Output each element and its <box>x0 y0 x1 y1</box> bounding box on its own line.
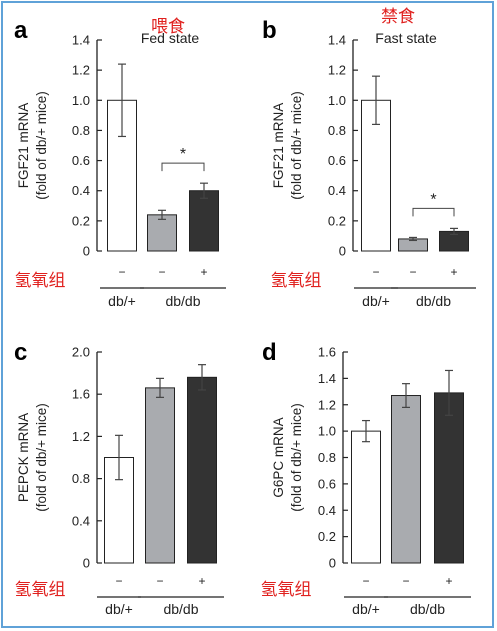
y-tick-label-b: 0.8 <box>328 123 346 138</box>
bar-dbplus-minus-d <box>351 430 381 564</box>
treatment-sign-b: − <box>372 265 379 279</box>
y-axis-label-c: PEPCK mRNA <box>16 413 31 502</box>
significance-star-a: * <box>180 146 186 163</box>
y-tick-label-d: 0.6 <box>318 476 336 491</box>
y-axis-label-b: FGF21 mRNA <box>271 103 286 189</box>
panel-letter-a: a <box>14 17 28 44</box>
y-tick-label-c: 1.6 <box>72 387 90 402</box>
y-tick-label-a: 0.6 <box>72 153 90 168</box>
y-tick-label-a: 1.4 <box>72 33 90 48</box>
y-tick-label-b: 1.2 <box>328 63 346 78</box>
treatment-label-cn-b: 氢氧组 <box>271 271 322 290</box>
group-label-a: db/+ <box>108 293 136 309</box>
y-axis-label-c: (fold of db/+ mice) <box>34 403 49 511</box>
group-label-d: db/+ <box>352 601 380 617</box>
y-axis-label-b: (fold of db/+ mice) <box>289 91 304 199</box>
y-tick-label-c: 0.8 <box>72 471 90 486</box>
treatment-sign-a: − <box>118 265 125 279</box>
y-tick-label-b: 1.4 <box>328 33 346 48</box>
y-axis-label-d: (fold of db/+ mice) <box>289 403 304 511</box>
treatment-sign-d: + <box>445 574 452 588</box>
y-tick-label-b: 0.6 <box>328 153 346 168</box>
group-label-c: db/db <box>163 601 198 617</box>
y-tick-label-c: 0.4 <box>72 513 90 528</box>
fast-annotation-cn: 禁食 <box>381 7 415 26</box>
group-label-d: db/db <box>410 601 445 617</box>
fed-annotation-cn: 喂食 <box>151 17 185 36</box>
panel-letter-c: c <box>14 339 27 366</box>
y-tick-label-a: 0 <box>83 244 90 259</box>
y-tick-label-c: 1.2 <box>72 429 90 444</box>
y-tick-label-d: 1.2 <box>318 397 336 412</box>
y-tick-label-d: 1.6 <box>318 345 336 360</box>
y-tick-label-a: 0.4 <box>72 183 90 198</box>
treatment-sign-d: − <box>402 574 409 588</box>
treatment-sign-a: + <box>200 265 207 279</box>
y-tick-label-a: 1.0 <box>72 93 90 108</box>
y-tick-label-a: 1.2 <box>72 63 90 78</box>
significance-bracket-a <box>161 162 205 172</box>
y-tick-label-b: 0.4 <box>328 183 346 198</box>
treatment-sign-a: − <box>158 265 165 279</box>
y-tick-label-b: 0 <box>339 244 346 259</box>
y-tick-label-d: 0.2 <box>318 529 336 544</box>
y-tick-label-d: 0 <box>329 556 336 571</box>
y-tick-label-b: 1.0 <box>328 93 346 108</box>
bar-dbdb-minus-a <box>147 214 177 252</box>
y-tick-label-d: 0.8 <box>318 450 336 465</box>
treatment-label-cn-a: 氢氧组 <box>15 271 66 290</box>
y-axis-label-d: G6PC mRNA <box>271 417 286 497</box>
chart-title-b: Fast state <box>375 30 437 46</box>
significance-star-b: * <box>430 191 436 208</box>
y-tick-label-a: 0.2 <box>72 213 90 228</box>
group-label-a: db/db <box>165 293 200 309</box>
y-tick-label-a: 0.8 <box>72 123 90 138</box>
bar-dbdb-plus-d <box>434 392 464 564</box>
y-tick-label-d: 1.4 <box>318 371 336 386</box>
y-tick-label-b: 0.2 <box>328 213 346 228</box>
treatment-label-cn-d: 氢氧组 <box>261 580 312 599</box>
treatment-sign-c: − <box>115 574 122 588</box>
treatment-sign-c: + <box>198 574 205 588</box>
y-tick-label-d: 1.0 <box>318 424 336 439</box>
group-label-b: db/+ <box>362 293 390 309</box>
bar-dbdb-plus-a <box>189 190 219 252</box>
bar-dbdb-minus-d <box>391 395 421 564</box>
bar-dbdb-minus-c <box>145 387 175 564</box>
bar-dbdb-plus-c <box>187 376 217 564</box>
treatment-sign-c: − <box>156 574 163 588</box>
bar-dbplus-minus-b <box>361 99 391 252</box>
y-axis-label-a: FGF21 mRNA <box>16 103 31 189</box>
group-label-b: db/db <box>416 293 451 309</box>
y-tick-label-c: 2.0 <box>72 345 90 360</box>
treatment-sign-b: − <box>409 265 416 279</box>
panel-letter-d: d <box>262 339 277 366</box>
treatment-sign-d: − <box>362 574 369 588</box>
y-tick-label-d: 0.4 <box>318 503 336 518</box>
group-label-c: db/+ <box>105 601 133 617</box>
y-axis-label-a: (fold of db/+ mice) <box>34 91 49 199</box>
treatment-sign-b: + <box>450 265 457 279</box>
significance-bracket-b <box>412 207 455 217</box>
chart-title-a: Fed state <box>141 30 200 46</box>
panel-letter-b: b <box>262 17 277 44</box>
treatment-label-cn-c: 氢氧组 <box>15 580 66 599</box>
y-tick-label-c: 0 <box>83 556 90 571</box>
